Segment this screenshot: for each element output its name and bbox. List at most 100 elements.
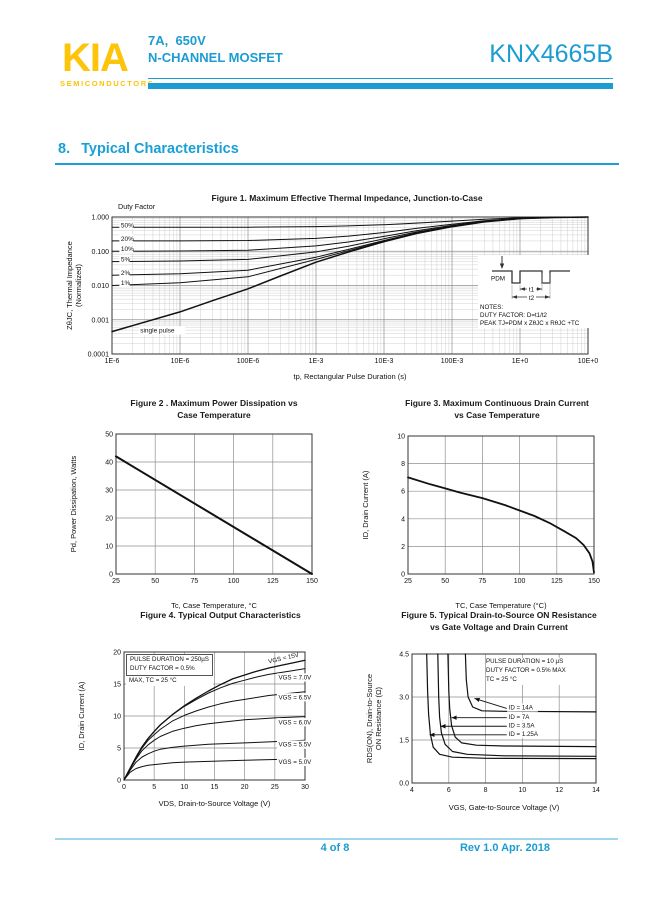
svg-text:3.0: 3.0 [399,695,409,702]
svg-text:10: 10 [397,434,405,441]
svg-text:100: 100 [228,578,240,585]
svg-text:0: 0 [122,784,126,791]
revision-text: Rev 1.0 Apr. 2018 [459,842,551,854]
condition-line: TC = 25 °C [486,675,517,683]
svg-text:75: 75 [479,578,487,585]
svg-text:VGS = 15V: VGS = 15V [268,651,301,665]
svg-text:0.0001: 0.0001 [88,352,110,359]
figure-4-title: Figure 4. Typical Output Characteristics [140,610,301,620]
svg-text:30: 30 [105,488,113,495]
footer-rule [55,838,618,840]
svg-text:25: 25 [404,578,412,585]
svg-text:ID, Drain Current (A): ID, Drain Current (A) [361,470,370,539]
svg-text:VGS, Gate-to-Source Voltage (V: VGS, Gate-to-Source Voltage (V) [449,803,560,812]
svg-text:10E-3: 10E-3 [375,358,394,365]
page-indicator: 4 of 8 [320,842,350,854]
figure-4: Figure 4. Typical Output Characteristics… [58,610,345,835]
kia-logo: KIA [62,36,129,80]
svg-text:1.5: 1.5 [399,738,409,745]
svg-text:75: 75 [191,578,199,585]
svg-text:4: 4 [401,516,405,523]
svg-text:10E-6: 10E-6 [171,358,190,365]
header-rule-thick [148,83,613,89]
section-title: Typical Characteristics [81,141,239,157]
figure-2-title: Figure 2 . Maximum Power Dissipation vs … [58,398,340,422]
svg-text:20: 20 [241,784,249,791]
svg-text:10E+0: 10E+0 [578,358,599,365]
svg-text:14: 14 [592,787,600,794]
svg-text:50%: 50% [121,222,134,229]
svg-text:100: 100 [514,578,526,585]
svg-text:VGS = 5.0V: VGS = 5.0V [278,759,312,766]
svg-text:0.100: 0.100 [91,249,109,256]
figure-5-title-line2: vs Gate Voltage and Drain Current [430,621,568,632]
svg-text:2%: 2% [121,270,131,277]
section-heading: 8. Typical Characteristics [58,141,239,157]
figure-2: Figure 2 . Maximum Power Dissipation vs … [58,398,340,613]
svg-text:ID = 3.5A: ID = 3.5A [509,722,536,729]
svg-text:10: 10 [180,784,188,791]
t2-label: t2 [529,295,535,302]
svg-text:ZθJC, Thermal Impedance: ZθJC, Thermal Impedance [65,241,74,330]
svg-text:10: 10 [519,787,527,794]
svg-text:TC, Case Temperature (°C): TC, Case Temperature (°C) [455,601,547,610]
svg-text:5%: 5% [121,256,131,263]
svg-text:1E+0: 1E+0 [512,358,529,365]
svg-text:10%: 10% [121,246,134,253]
t1-label: t1 [529,287,535,294]
drain-current-chart: 25 50 75 100 125 150 0 2 4 6 8 10 TC, Case Temperatu… [361,434,600,611]
svg-text:50: 50 [151,578,159,585]
figure-5-title-line1: Figure 5. Typical Drain-to-Source ON Res… [401,610,597,620]
svg-text:VDS, Drain-to-Source Voltage (: VDS, Drain-to-Source Voltage (V) [159,799,271,808]
svg-text:1.000: 1.000 [91,215,109,222]
pdm-label: PDM [491,276,505,283]
svg-text:150: 150 [588,578,600,585]
svg-text:5: 5 [117,746,121,753]
svg-text:1%: 1% [121,280,131,287]
svg-text:25: 25 [112,578,120,585]
svg-text:100E-6: 100E-6 [237,358,260,365]
svg-text:20: 20 [113,650,121,657]
svg-text:20%: 20% [121,236,134,243]
figure-2-title-line2: Case Temperature [177,409,251,420]
svg-text:20: 20 [105,516,113,523]
logo-subtext: SEMICONDUCTORS [60,79,155,88]
figure-5: Figure 5. Typical Drain-to-Source ON Res… [338,610,630,835]
note-line: NOTES: [480,304,504,311]
svg-text:25: 25 [271,784,279,791]
condition-line: PULSE DURATION = 250µS [130,656,209,663]
svg-text:8: 8 [401,461,405,468]
svg-text:ID = 1.25A: ID = 1.25A [509,731,539,738]
svg-text:4.5: 4.5 [399,652,409,659]
fig1-inset: t1 t2 PDM NOTES: DUTY FACTOR: D=t1/t2 PE… [478,255,616,329]
condition-line: DUTY FACTOR = 0.5% MAX [486,666,566,674]
svg-text:VGS = 7.0V: VGS = 7.0V [278,675,312,682]
svg-text:ID = 7A: ID = 7A [509,714,531,721]
svg-text:125: 125 [267,578,279,585]
svg-text:VGS = 6.5V: VGS = 6.5V [278,694,312,701]
device-rating: 7A, 650V [148,33,206,48]
svg-text:4: 4 [410,787,414,794]
svg-text:ID, Drain Current (A): ID, Drain Current (A) [77,681,86,750]
figure-2-title-line1: Figure 2 . Maximum Power Dissipation vs [130,398,298,408]
svg-text:0: 0 [117,778,121,785]
pulse-waveform-diagram: t1 t2 PDM [491,256,570,302]
svg-text:1E-3: 1E-3 [309,358,324,365]
note-line: PEAK TJ=PDM x ZθJC x RθJC +TC [480,320,580,328]
section-rule [55,163,619,165]
svg-text:6: 6 [401,489,405,496]
svg-text:125: 125 [551,578,563,585]
device-type: N-CHANNEL MOSFET [148,50,283,65]
condition-line: DUTY FACTOR = 0.5% [130,664,195,672]
fig5-conditions: PULSE DURATION = 10 µS DUTY FACTOR = 0.5… [486,658,566,685]
svg-text:0.001: 0.001 [91,317,109,324]
fig1-notes: NOTES: DUTY FACTOR: D=t1/t2 PEAK TJ=PDM … [478,304,616,328]
svg-text:ON Resistance (Ω): ON Resistance (Ω) [374,686,383,750]
figure-3-title: Figure 3. Maximum Continuous Drain Curre… [342,398,622,422]
svg-text:(Normalized): (Normalized) [74,264,83,307]
figure-1-title: Figure 1. Maximum Effective Thermal Impe… [211,193,483,203]
condition-line: PULSE DURATION = 10 µS [486,658,564,665]
svg-text:Tc, Case Temperature, °C: Tc, Case Temperature, °C [171,601,257,610]
svg-text:15: 15 [211,784,219,791]
